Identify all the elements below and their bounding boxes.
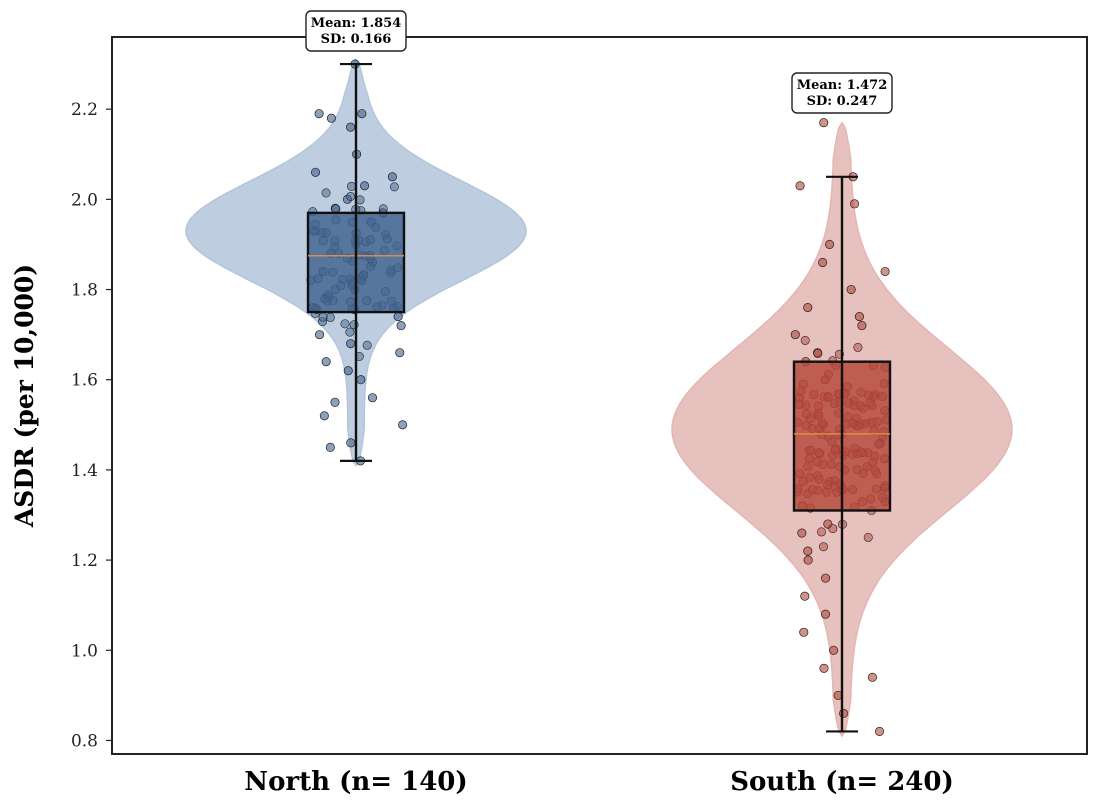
stat-annotation-text: Mean: 1.854 bbox=[311, 16, 402, 31]
data-point bbox=[310, 167, 321, 177]
data-point bbox=[825, 239, 835, 249]
data-point bbox=[346, 438, 356, 448]
data-point bbox=[393, 312, 403, 322]
data-point bbox=[819, 118, 829, 128]
x-category-label: South (n= 240) bbox=[730, 767, 954, 797]
data-point bbox=[839, 708, 849, 718]
data-point bbox=[797, 528, 807, 538]
data-point bbox=[803, 303, 813, 313]
data-point bbox=[325, 442, 335, 452]
y-tick-label: 1.8 bbox=[71, 281, 98, 301]
data-point bbox=[880, 266, 890, 277]
data-point bbox=[345, 122, 356, 132]
y-tick-label: 1.2 bbox=[71, 551, 98, 571]
data-point bbox=[346, 339, 356, 349]
data-point bbox=[395, 348, 405, 358]
data-point bbox=[799, 627, 809, 637]
data-point bbox=[863, 532, 873, 542]
data-point bbox=[829, 645, 839, 655]
data-point bbox=[315, 330, 325, 340]
data-point bbox=[816, 527, 826, 537]
y-tick-label: 2.0 bbox=[71, 190, 98, 210]
data-point bbox=[396, 321, 406, 331]
data-point bbox=[387, 172, 397, 182]
data-point bbox=[321, 357, 331, 367]
y-axis: 0.8 1.0 1.2 1.4 1.6 1.8 2.0 2.2 bbox=[71, 100, 112, 751]
data-point bbox=[820, 609, 831, 619]
data-point bbox=[803, 546, 813, 556]
data-point bbox=[857, 321, 867, 331]
data-point bbox=[818, 257, 828, 268]
y-tick-label: 0.8 bbox=[71, 731, 98, 751]
data-point bbox=[346, 181, 356, 191]
plot-frame bbox=[111, 36, 1088, 755]
stat-annotation-text: SD: 0.247 bbox=[807, 94, 878, 109]
stat-annotation-text: SD: 0.166 bbox=[321, 32, 392, 47]
x-category-label: North (n= 140) bbox=[244, 767, 467, 797]
data-point bbox=[819, 542, 829, 552]
data-point bbox=[346, 191, 356, 201]
y-tick-label: 1.0 bbox=[71, 641, 98, 661]
stat-annotation-box bbox=[305, 10, 407, 52]
data-point bbox=[357, 109, 367, 119]
data-point bbox=[813, 349, 823, 359]
data-point bbox=[340, 319, 350, 329]
x-axis: North (n= 140) South (n= 240) bbox=[244, 767, 954, 797]
data-point bbox=[398, 420, 408, 430]
data-point bbox=[867, 672, 877, 682]
data-point bbox=[821, 573, 831, 583]
data-point bbox=[326, 113, 336, 123]
data-point bbox=[367, 393, 378, 403]
stat-annotation-text: Mean: 1.472 bbox=[797, 78, 888, 93]
boxes-layer bbox=[306, 62, 892, 733]
data-point bbox=[360, 181, 370, 191]
data-point bbox=[790, 330, 800, 340]
data-point bbox=[854, 312, 864, 322]
data-point bbox=[362, 340, 372, 350]
data-point bbox=[849, 199, 860, 209]
data-point bbox=[321, 188, 331, 198]
data-point bbox=[319, 411, 329, 421]
data-point bbox=[819, 663, 829, 673]
data-point bbox=[800, 335, 810, 345]
data-point bbox=[803, 555, 813, 565]
y-axis-label: ASDR (per 10,000) bbox=[10, 264, 39, 528]
data-point bbox=[356, 375, 366, 385]
data-point bbox=[828, 524, 838, 534]
data-point bbox=[795, 181, 805, 191]
data-point bbox=[389, 182, 399, 192]
y-tick-label: 1.6 bbox=[71, 371, 98, 391]
data-point bbox=[318, 312, 328, 322]
data-point bbox=[330, 397, 340, 407]
data-point bbox=[846, 284, 856, 295]
data-point bbox=[345, 327, 355, 337]
stat-annotation-box bbox=[791, 72, 893, 114]
data-point bbox=[314, 109, 324, 119]
data-point bbox=[853, 342, 863, 352]
y-tick-label: 2.2 bbox=[71, 100, 98, 120]
y-tick-label: 1.4 bbox=[71, 461, 98, 481]
data-point bbox=[343, 366, 353, 376]
data-point bbox=[800, 591, 810, 601]
data-point bbox=[874, 726, 885, 737]
